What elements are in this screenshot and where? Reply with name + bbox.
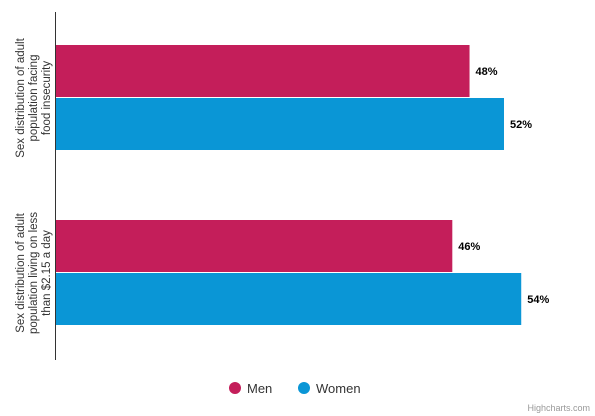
legend-symbol bbox=[229, 382, 241, 394]
bar-women-2[interactable] bbox=[56, 273, 522, 325]
category-label-line: population facing bbox=[28, 55, 40, 142]
bar-women-1[interactable] bbox=[56, 98, 504, 150]
category-label-line: food insecurity bbox=[41, 61, 53, 135]
category-label-line: population living on less bbox=[28, 212, 40, 334]
data-labels: 48% 46% 52% 54% bbox=[458, 66, 549, 306]
bars bbox=[56, 45, 522, 325]
legend-label: Women bbox=[316, 381, 361, 396]
category-label-line: than $2.15 a day bbox=[41, 230, 53, 316]
category-label: Sex distribution of adultpopulation faci… bbox=[15, 37, 53, 157]
bar-men-2[interactable] bbox=[56, 220, 453, 272]
category-label-line: Sex distribution of adult bbox=[15, 37, 27, 157]
bar-men-1[interactable] bbox=[56, 45, 470, 97]
data-label: 54% bbox=[527, 294, 549, 306]
category-label-line: Sex distribution of adult bbox=[15, 212, 27, 332]
legend: Men Women bbox=[229, 381, 361, 396]
credit-text[interactable]: Highcharts.com bbox=[527, 403, 590, 413]
legend-symbol bbox=[298, 382, 310, 394]
category-labels: Sex distribution of adultpopulation faci… bbox=[15, 37, 53, 334]
legend-item-men[interactable]: Men bbox=[229, 381, 272, 396]
data-label: 46% bbox=[458, 241, 480, 253]
data-label: 48% bbox=[476, 66, 498, 78]
legend-item-women[interactable]: Women bbox=[298, 381, 361, 396]
category-label: Sex distribution of adultpopulation livi… bbox=[15, 212, 53, 334]
data-label: 52% bbox=[510, 119, 532, 131]
legend-label: Men bbox=[247, 381, 272, 396]
